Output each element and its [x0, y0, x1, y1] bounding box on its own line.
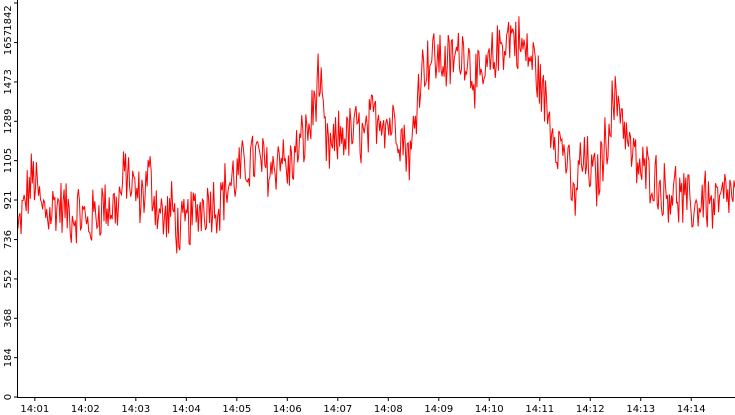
- y-tick-label: 552: [3, 269, 14, 288]
- x-tick-label: 14:09: [424, 404, 453, 415]
- y-tick-label: 184: [3, 348, 14, 367]
- y-tick-label: 1842: [3, 5, 14, 30]
- x-tick-label: 14:12: [576, 404, 605, 415]
- y-tick-label: 736: [3, 230, 14, 249]
- x-tick-label: 14:04: [172, 404, 201, 415]
- x-tick-label: 14:02: [71, 404, 100, 415]
- y-tick-label: 1105: [3, 148, 14, 173]
- x-tick-label: 14:13: [626, 404, 655, 415]
- series-layer: [17, 16, 735, 254]
- y-tick-label: 1289: [3, 109, 14, 134]
- x-tick-label: 14:14: [677, 404, 706, 415]
- y-tick-label: 1473: [3, 69, 14, 94]
- x-tick-label: 14:07: [323, 404, 352, 415]
- y-tick-label: 368: [3, 309, 14, 328]
- x-tick-label: 14:11: [525, 404, 554, 415]
- y-tick-label: 1657: [3, 30, 14, 55]
- y-tick-label: 921: [3, 190, 14, 209]
- x-tick-label: 14:06: [273, 404, 302, 415]
- x-tick-label: 14:10: [475, 404, 504, 415]
- x-tick-label: 14:03: [121, 404, 150, 415]
- y-tick-label: 0: [3, 394, 14, 400]
- x-tick-label: 14:01: [20, 404, 49, 415]
- x-axis-ticks: 14:01 14:02 14:03 14:04 14:05 14:06 14:07 14:08…: [20, 397, 706, 415]
- x-tick-label: 14:05: [222, 404, 251, 415]
- x-tick-label: 14:08: [374, 404, 403, 415]
- series-line: [17, 16, 735, 254]
